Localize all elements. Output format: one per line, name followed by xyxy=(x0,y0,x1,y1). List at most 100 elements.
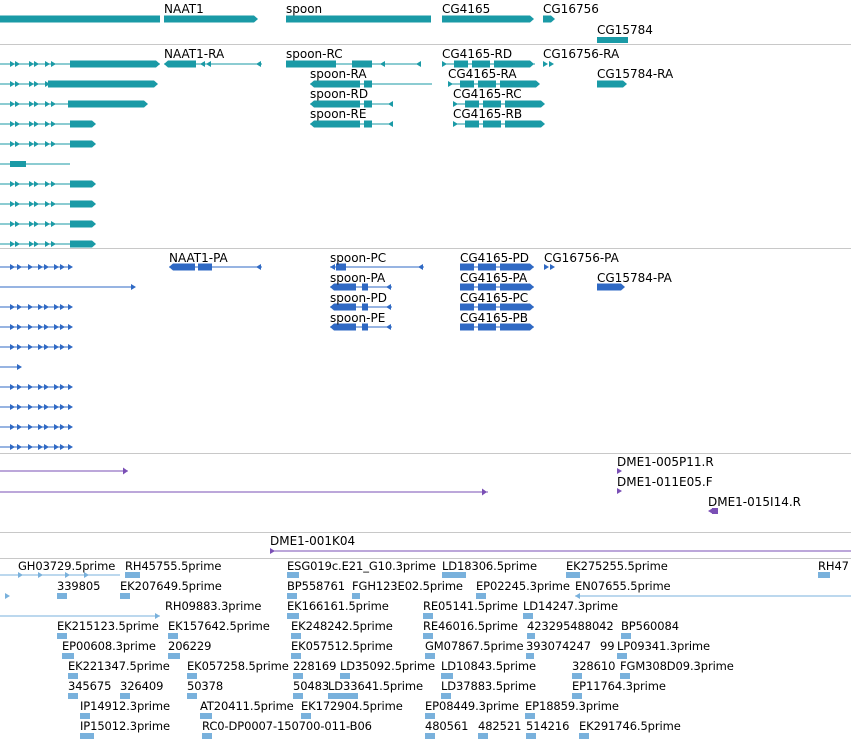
est-box[interactable] xyxy=(287,572,299,578)
protein-arrow[interactable] xyxy=(386,284,391,290)
protein-arrow[interactable] xyxy=(17,344,22,350)
transcript-arrow[interactable] xyxy=(10,81,15,87)
transcript-arrow[interactable] xyxy=(29,121,34,127)
protein-arrow[interactable] xyxy=(10,404,15,410)
protein-exon[interactable] xyxy=(198,263,212,271)
clone-label[interactable]: DME1-015I14.R xyxy=(708,495,802,509)
transcript-label[interactable]: spoon-RA xyxy=(310,67,367,81)
protein-label[interactable]: CG15784-PA xyxy=(597,271,672,285)
protein-exon[interactable] xyxy=(500,323,534,331)
protein-arrow[interactable] xyxy=(17,384,22,390)
gene-label-cg15784[interactable]: CG15784 xyxy=(597,23,653,37)
est-label[interactable]: 423295488042 xyxy=(527,619,614,633)
gene-glyph-cg16756[interactable] xyxy=(543,15,555,23)
protein-label[interactable]: spoon-PE xyxy=(330,311,386,325)
clone-arrow[interactable] xyxy=(123,467,128,475)
protein-arrow[interactable] xyxy=(386,304,391,310)
protein-arrow[interactable] xyxy=(28,404,33,410)
transcript-exon[interactable] xyxy=(70,240,96,248)
transcript-arrow[interactable] xyxy=(416,61,421,67)
est-label[interactable]: EK057512.5prime xyxy=(291,639,393,653)
protein-arrow[interactable] xyxy=(28,424,33,430)
est-box[interactable] xyxy=(620,673,630,679)
transcript-arrow[interactable] xyxy=(10,141,15,147)
transcript-arrow[interactable] xyxy=(388,101,393,107)
est-label[interactable]: EP02245.3prime xyxy=(476,579,570,593)
protein-arrow[interactable] xyxy=(60,344,65,350)
protein-arrow[interactable] xyxy=(28,324,33,330)
transcript-arrow[interactable] xyxy=(453,121,458,127)
transcript-exon[interactable] xyxy=(494,60,534,68)
transcript-arrow[interactable] xyxy=(15,181,20,187)
clone-arrow[interactable] xyxy=(708,508,713,514)
transcript-arrow[interactable] xyxy=(15,221,20,227)
protein-arrow[interactable] xyxy=(38,424,43,430)
clone-label[interactable]: DME1-011E05.F xyxy=(617,475,713,489)
transcript-arrow[interactable] xyxy=(29,181,34,187)
est-label[interactable]: LD33641.5prime xyxy=(328,679,423,693)
transcript-arrow[interactable] xyxy=(51,181,56,187)
est-label[interactable]: BP558761 xyxy=(287,579,345,593)
transcript-arrow[interactable] xyxy=(15,201,20,207)
transcript-arrow[interactable] xyxy=(29,61,34,67)
transcript-arrow[interactable] xyxy=(29,141,34,147)
protein-arrow[interactable] xyxy=(54,344,59,350)
protein-exon[interactable] xyxy=(597,283,625,291)
est-box[interactable] xyxy=(125,572,140,578)
est-label[interactable]: LD35092.5prime xyxy=(340,659,435,673)
protein-label[interactable]: CG16756-PA xyxy=(544,251,619,265)
protein-arrow[interactable] xyxy=(28,304,33,310)
protein-label[interactable]: spoon-PC xyxy=(330,251,387,265)
transcript-label[interactable]: CG4165-RC xyxy=(453,87,522,101)
est-arrow[interactable] xyxy=(65,572,70,578)
transcript-arrow[interactable] xyxy=(45,141,50,147)
est-label[interactable]: 328610 xyxy=(572,659,616,673)
est-label[interactable]: 228169 xyxy=(293,659,337,673)
est-box[interactable] xyxy=(291,633,301,639)
protein-arrow[interactable] xyxy=(54,404,59,410)
est-label[interactable]: IP15012.3prime xyxy=(80,719,170,733)
est-label[interactable]: EP11764.3prime xyxy=(572,679,666,693)
est-box[interactable] xyxy=(617,653,627,659)
protein-exon[interactable] xyxy=(478,323,496,331)
est-box[interactable] xyxy=(68,673,78,679)
transcript-arrow[interactable] xyxy=(51,121,56,127)
transcript-arrow[interactable] xyxy=(442,61,447,67)
est-label[interactable]: EK248242.5prime xyxy=(291,619,393,633)
est-label[interactable]: EK207649.5prime xyxy=(120,579,222,593)
est-box[interactable] xyxy=(328,693,358,699)
protein-arrow[interactable] xyxy=(44,324,49,330)
transcript-exon[interactable] xyxy=(70,60,160,68)
clone-label[interactable]: DME1-001K04 xyxy=(270,534,356,548)
protein-exon[interactable] xyxy=(460,323,474,331)
transcript-arrow[interactable] xyxy=(448,81,453,87)
est-label[interactable]: EK221347.5prime xyxy=(68,659,170,673)
protein-exon[interactable] xyxy=(478,303,496,311)
transcript-arrow[interactable] xyxy=(51,221,56,227)
transcript-arrow[interactable] xyxy=(15,61,20,67)
transcript-arrow[interactable] xyxy=(10,101,15,107)
clone-label[interactable]: DME1-005P11.R xyxy=(617,455,714,469)
protein-arrow[interactable] xyxy=(54,424,59,430)
protein-arrow[interactable] xyxy=(330,264,335,270)
transcript-arrow[interactable] xyxy=(15,241,20,247)
transcript-exon[interactable] xyxy=(472,60,490,68)
protein-arrow[interactable] xyxy=(38,384,43,390)
protein-arrow[interactable] xyxy=(17,424,22,430)
est-label[interactable]: IP14912.3prime xyxy=(80,699,170,713)
transcript-exon[interactable] xyxy=(70,120,96,128)
transcript-arrow[interactable] xyxy=(543,61,548,67)
est-box[interactable] xyxy=(168,633,178,639)
transcript-arrow[interactable] xyxy=(10,221,15,227)
est-label[interactable]: RH09883.3prime xyxy=(165,599,262,613)
est-box[interactable] xyxy=(291,653,301,659)
protein-exon[interactable] xyxy=(478,283,496,291)
est-box[interactable] xyxy=(57,633,67,639)
est-label[interactable]: EK215123.5prime xyxy=(57,619,159,633)
clone-arrow[interactable] xyxy=(482,488,487,496)
protein-exon[interactable] xyxy=(500,263,534,271)
protein-arrow[interactable] xyxy=(60,444,65,450)
est-label[interactable]: 345675 xyxy=(68,679,112,693)
protein-arrow[interactable] xyxy=(38,304,43,310)
transcript-arrow[interactable] xyxy=(34,221,39,227)
